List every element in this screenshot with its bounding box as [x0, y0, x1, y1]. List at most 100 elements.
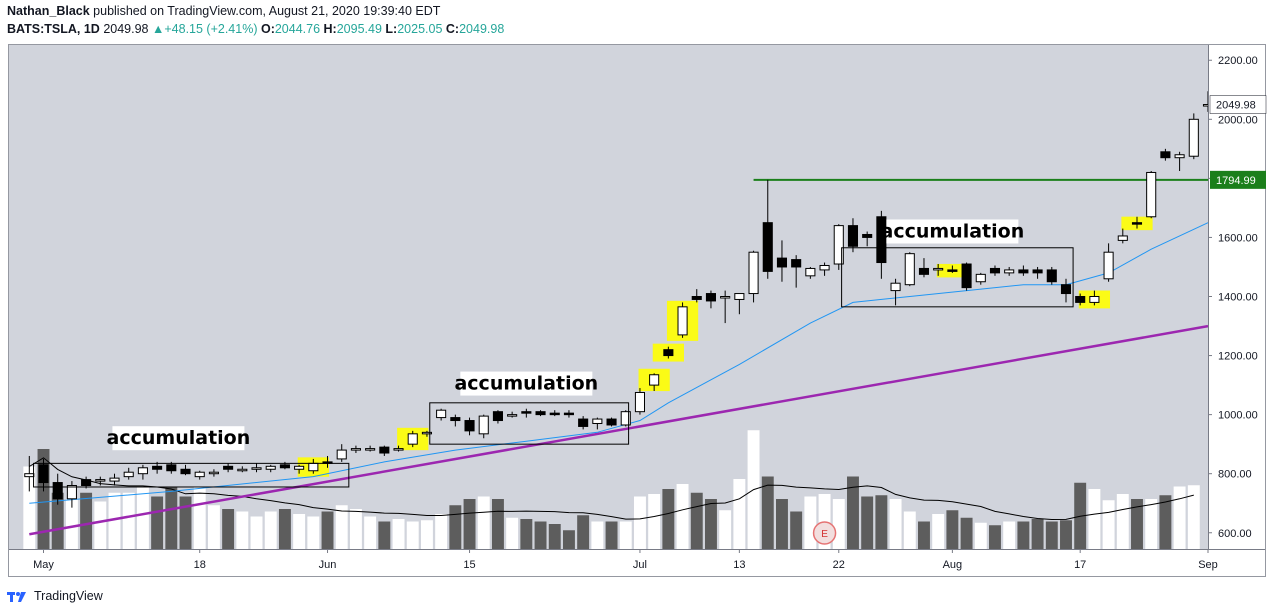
volume-bar — [51, 492, 64, 549]
volume-bar — [151, 496, 164, 549]
candle-body — [776, 257, 788, 268]
candle — [1174, 151, 1185, 171]
candle — [862, 231, 873, 247]
volume-bar — [406, 521, 419, 549]
candle-body — [989, 267, 1001, 274]
candle — [450, 414, 461, 427]
volume-bar — [633, 496, 646, 549]
price-labels: 2049.98 1794.99 — [1209, 95, 1267, 189]
annotations-layer: accumulation accumulation accumulation E — [33, 219, 1074, 545]
candle-body — [294, 465, 305, 470]
volume-bar — [1045, 521, 1058, 549]
candle — [663, 346, 674, 359]
candle-body — [123, 471, 134, 478]
x-tick-label: 13 — [733, 559, 745, 571]
volume-bar — [435, 514, 448, 549]
author[interactable]: Nathan_Black — [7, 4, 90, 18]
volume-bar — [449, 505, 462, 549]
volume-bar — [1173, 486, 1186, 549]
volume-bar — [1187, 485, 1200, 549]
low-label: L: — [385, 22, 398, 36]
candle — [436, 408, 447, 421]
volume-bar — [250, 516, 263, 549]
candle — [918, 258, 930, 278]
accumulation-label-bg — [112, 426, 245, 451]
volume-bar — [207, 505, 220, 549]
volume-bar — [733, 479, 746, 549]
low-value: 2025.05 — [397, 22, 443, 36]
candle-body — [1004, 269, 1015, 274]
candle — [52, 473, 63, 505]
candle-body — [876, 216, 887, 264]
candle — [265, 464, 276, 473]
candle — [819, 262, 830, 276]
candle — [1004, 266, 1015, 276]
earnings-marker-icon — [812, 521, 837, 545]
candle — [947, 265, 958, 273]
volume-bar — [1003, 521, 1016, 549]
plot-background[interactable] — [8, 44, 1208, 549]
candle-body — [137, 467, 148, 475]
x-tick-label: 17 — [1074, 559, 1086, 571]
candle-body — [1160, 151, 1171, 159]
volume-bar — [420, 520, 433, 549]
symbol-label[interactable]: BATS:TSLA, 1D — [7, 22, 100, 36]
candle — [649, 373, 660, 392]
candle-body — [237, 468, 248, 472]
candle — [66, 481, 77, 508]
candle-body — [24, 473, 35, 478]
candle-body — [947, 269, 958, 272]
candle — [194, 470, 205, 480]
candle-body — [350, 448, 361, 451]
y-tick-label: 2000.00 — [1218, 114, 1258, 126]
volume-bar — [293, 514, 306, 549]
x-tick-label: 22 — [833, 559, 845, 571]
volume-bar — [832, 499, 845, 549]
volume-bar — [804, 496, 817, 549]
volume-layer — [23, 430, 1200, 549]
candle — [989, 265, 1001, 276]
x-axis-ticks: May18Jun15Jul1322Aug17Sep14 — [33, 549, 1218, 571]
candle-body — [521, 411, 532, 414]
volume-bar — [605, 521, 618, 549]
time-axis[interactable] — [8, 549, 1266, 577]
candle — [1060, 278, 1072, 303]
x-tick-label: Jun — [319, 559, 337, 571]
volume-bar — [1031, 519, 1044, 549]
y-tick-label: 800.00 — [1218, 469, 1252, 481]
candle — [606, 417, 617, 427]
candle-body — [1089, 296, 1100, 303]
volume-bar — [960, 517, 973, 549]
candle — [521, 408, 532, 418]
candle — [350, 445, 361, 454]
y-tick-label: 1200.00 — [1218, 351, 1258, 363]
volume-bar — [1116, 494, 1129, 549]
candle-body — [734, 293, 745, 300]
candle — [123, 467, 134, 480]
footer-brand[interactable]: TradingView — [7, 589, 103, 603]
volume-bar — [932, 514, 945, 549]
volume-bar — [477, 496, 490, 549]
accumulation-box — [33, 462, 350, 488]
candle-body — [223, 465, 234, 470]
volume-bar — [761, 476, 774, 549]
volume-bar — [918, 521, 930, 549]
candle-body — [1174, 154, 1185, 159]
candle — [492, 410, 503, 424]
volume-bar — [690, 492, 703, 549]
candle — [720, 290, 731, 324]
candle — [975, 272, 986, 285]
volume-bar — [1060, 520, 1072, 549]
volume-bar — [534, 521, 547, 549]
price-axis[interactable] — [1208, 44, 1266, 549]
volume-bar — [236, 511, 249, 549]
volume-bar — [349, 509, 362, 549]
header-publish-line: Nathan_Black published on TradingView.co… — [7, 4, 440, 18]
volume-bar — [776, 499, 788, 549]
volume-bar — [989, 525, 1001, 549]
candle-body — [421, 431, 432, 435]
last-price-tag — [1209, 95, 1267, 114]
candle-body — [152, 465, 163, 470]
candle-body — [265, 465, 276, 470]
